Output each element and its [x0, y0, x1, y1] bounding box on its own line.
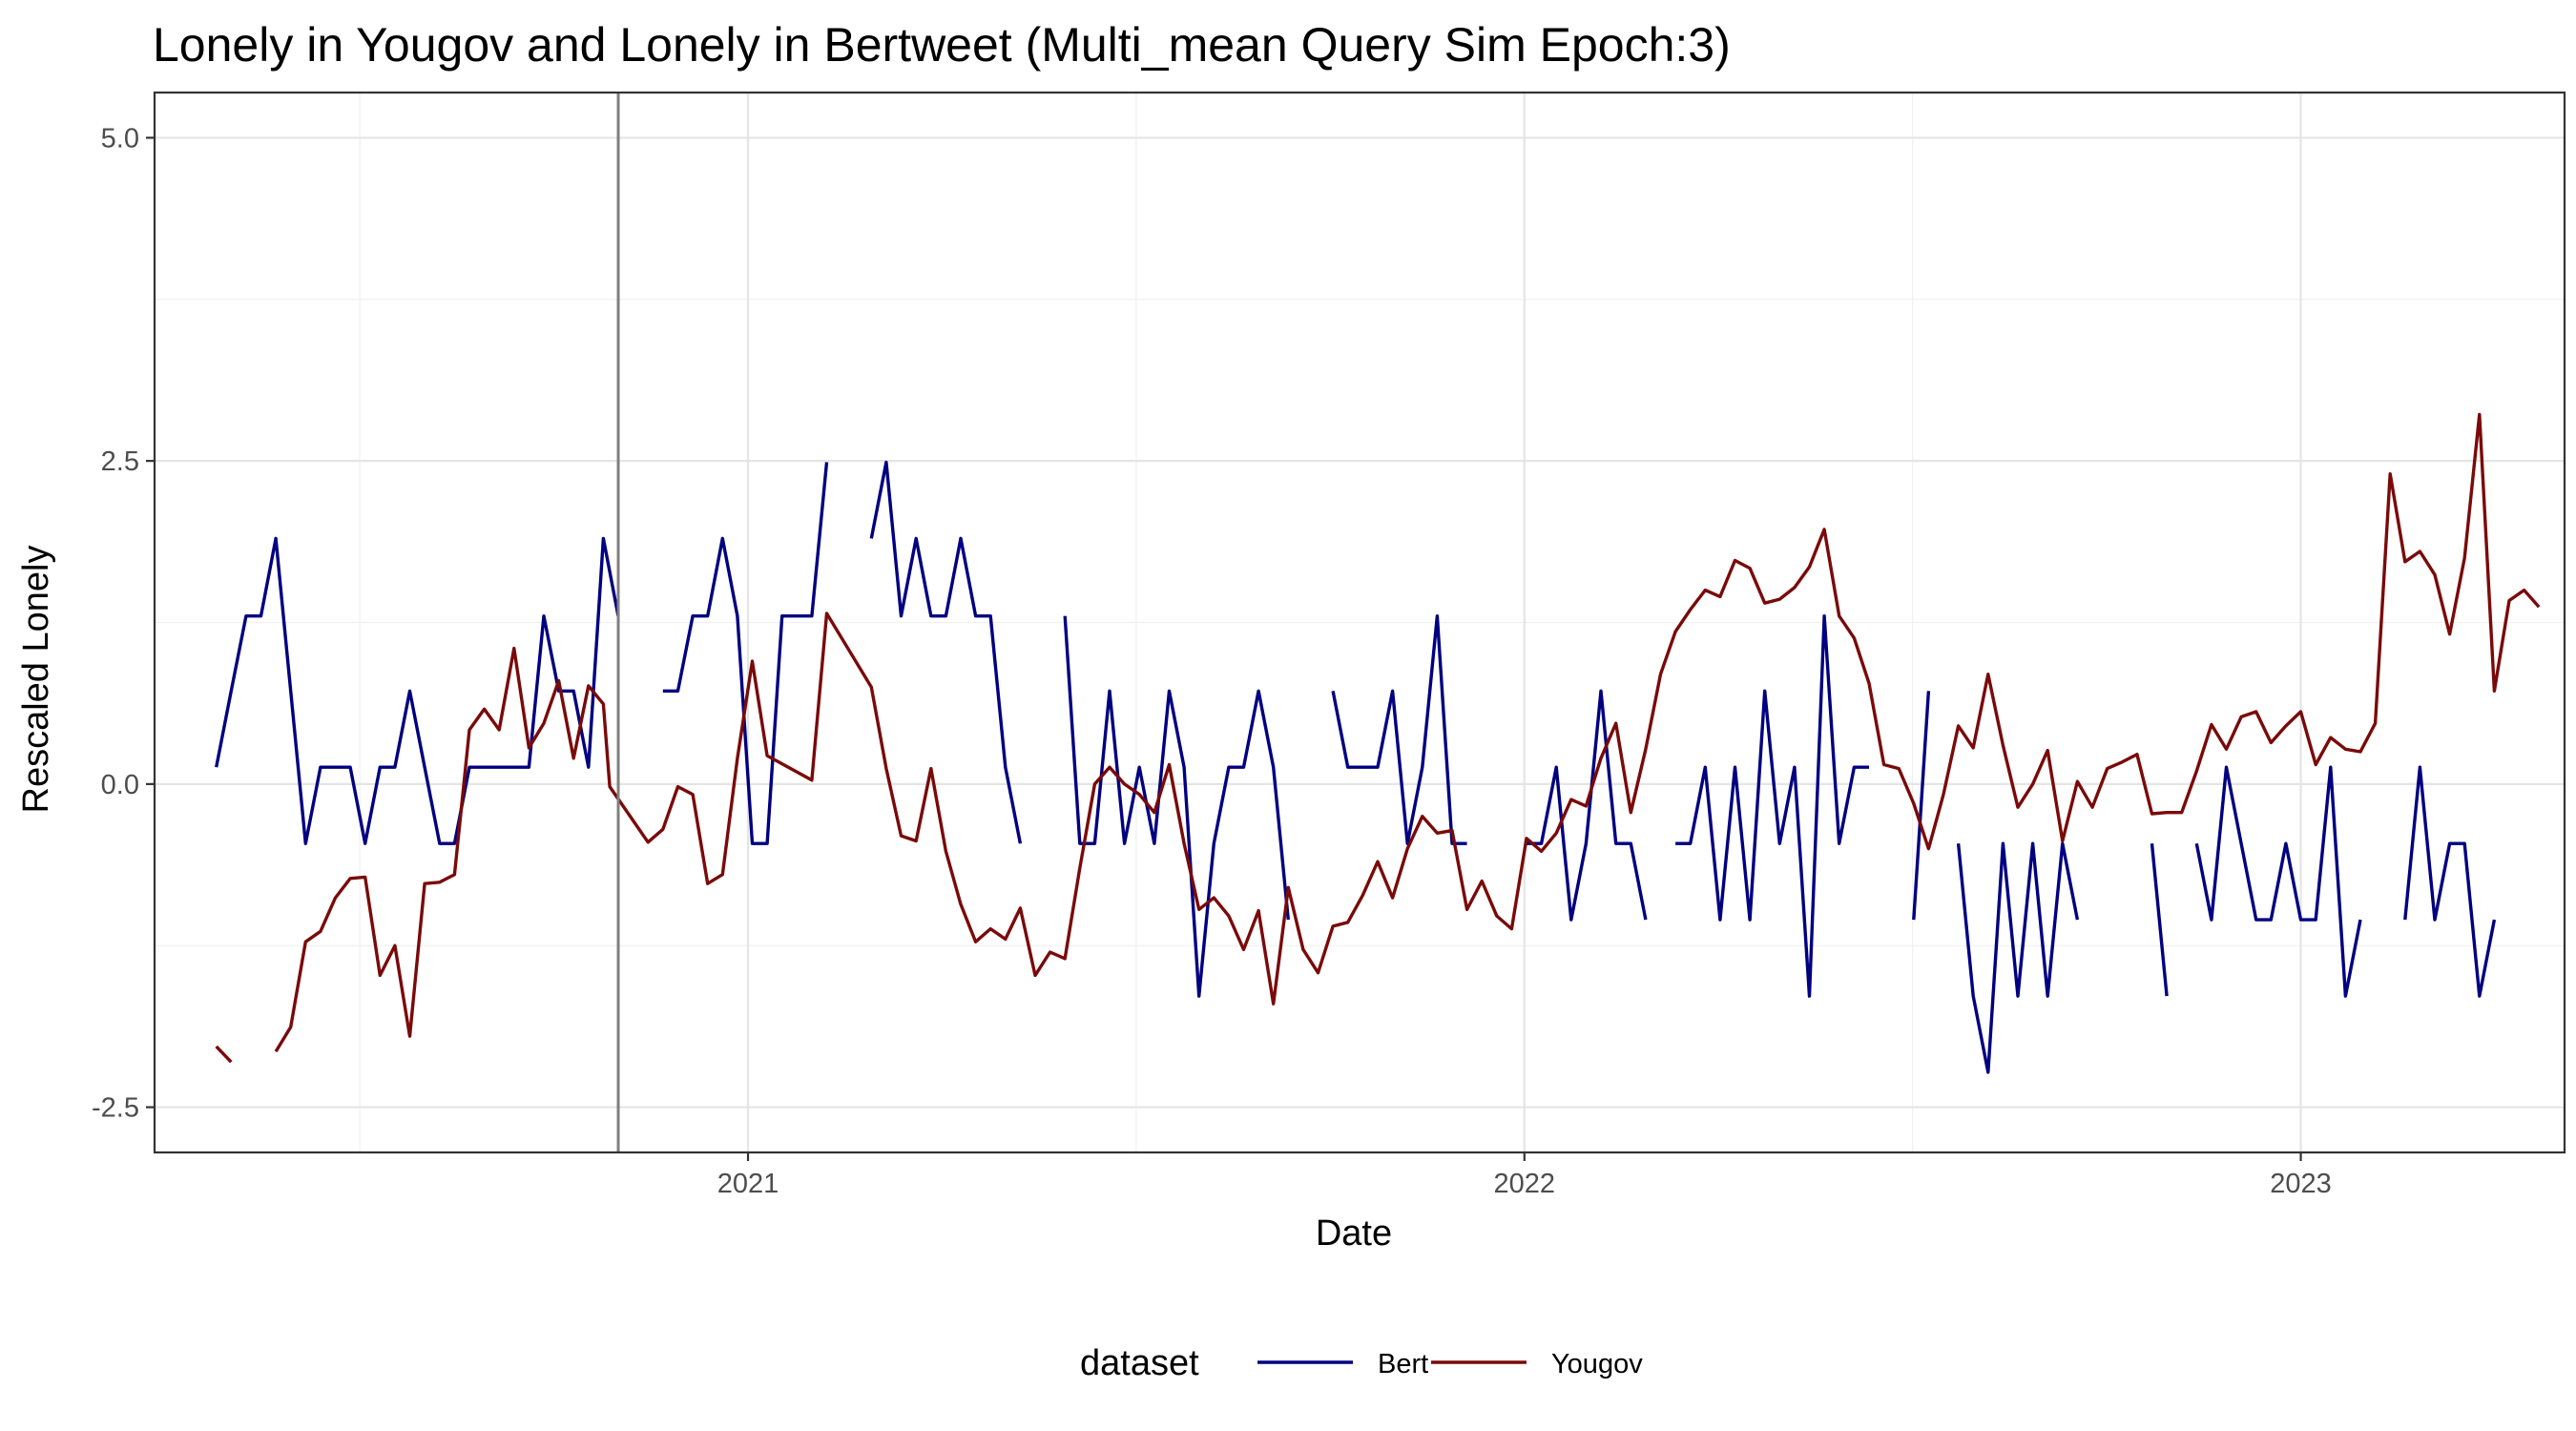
series-line	[215, 1045, 233, 1064]
x-axis-title: Date	[1316, 1213, 1392, 1254]
x-tick-label: 2022	[1494, 1169, 1556, 1199]
x-tick-label: 2023	[2270, 1169, 2332, 1199]
chart-title: Lonely in Yougov and Lonely in Bertweet …	[153, 18, 1731, 72]
panel-border	[153, 91, 2566, 1154]
y-axis: -2.5 0.0 2.5 5.0	[92, 123, 155, 1124]
y-tick-label: -2.5	[92, 1093, 139, 1124]
legend-label-bert: Bert	[1378, 1349, 1428, 1379]
legend: dataset Bert Yougov	[1080, 1343, 1643, 1383]
series-line	[1912, 691, 1931, 921]
series-yougov	[215, 412, 2541, 1064]
series-line	[2150, 843, 2169, 997]
series-line	[2403, 765, 2497, 998]
legend-title: dataset	[1080, 1343, 1199, 1383]
series-line	[274, 412, 2541, 1053]
y-axis-title: Rescaled Lonely	[16, 546, 56, 814]
series-line	[1675, 614, 1869, 998]
series-line	[662, 462, 829, 845]
series-line	[1956, 841, 2080, 1074]
series-line	[1063, 615, 1290, 998]
x-axis: 2021 2022 2023	[717, 1152, 2332, 1199]
y-tick-label: 2.5	[101, 446, 139, 477]
series-line	[1527, 689, 1648, 922]
y-tick-label: 5.0	[101, 123, 139, 154]
grid	[155, 93, 2565, 1152]
series-line	[215, 536, 620, 845]
series-line	[2194, 765, 2362, 998]
series-layer	[215, 412, 2541, 1074]
series-line	[869, 460, 1023, 844]
series-bert	[215, 460, 2497, 1074]
x-tick-label: 2021	[717, 1169, 779, 1199]
series-line	[1331, 614, 1467, 845]
legend-label-yougov: Yougov	[1551, 1349, 1643, 1379]
y-tick-label: 0.0	[101, 770, 139, 800]
